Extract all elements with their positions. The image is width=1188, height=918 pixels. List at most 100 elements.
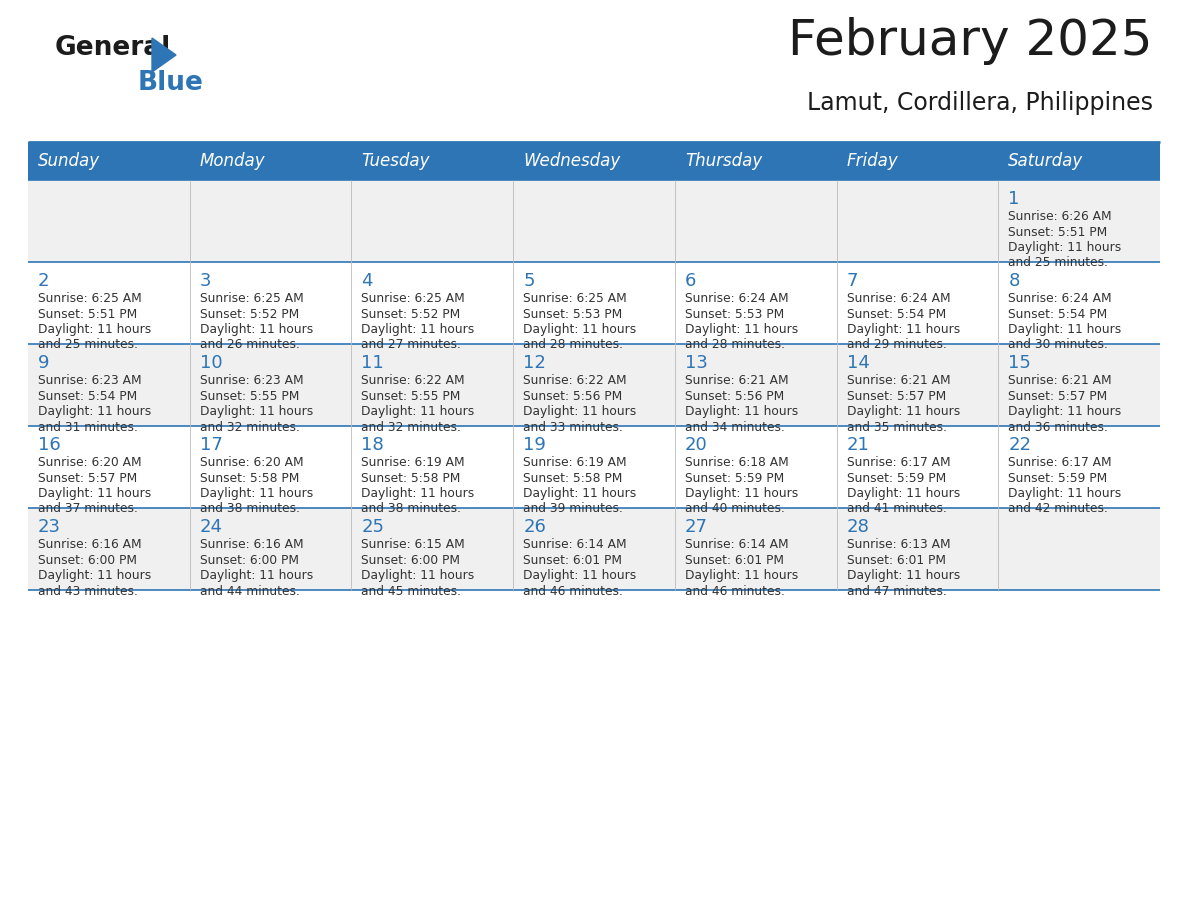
Text: and 45 minutes.: and 45 minutes. <box>361 585 461 598</box>
Text: Sunset: 5:58 PM: Sunset: 5:58 PM <box>361 472 461 485</box>
Text: and 31 minutes.: and 31 minutes. <box>38 420 138 433</box>
Text: 2: 2 <box>38 272 50 290</box>
Bar <box>836 142 998 180</box>
Text: 23: 23 <box>38 518 61 536</box>
Text: Thursday: Thursday <box>684 152 763 170</box>
Text: 25: 25 <box>361 518 385 536</box>
Text: and 46 minutes.: and 46 minutes. <box>523 585 623 598</box>
Text: Daylight: 11 hours: Daylight: 11 hours <box>847 405 960 418</box>
Text: Sunrise: 6:21 AM: Sunrise: 6:21 AM <box>1009 374 1112 387</box>
Text: Sunrise: 6:19 AM: Sunrise: 6:19 AM <box>361 456 465 469</box>
Text: Sunset: 5:51 PM: Sunset: 5:51 PM <box>38 308 138 320</box>
Text: Sunset: 5:54 PM: Sunset: 5:54 PM <box>1009 308 1107 320</box>
Text: Daylight: 11 hours: Daylight: 11 hours <box>1009 405 1121 418</box>
Text: Sunrise: 6:25 AM: Sunrise: 6:25 AM <box>38 292 141 305</box>
Text: Daylight: 11 hours: Daylight: 11 hours <box>200 569 312 582</box>
Text: Sunrise: 6:16 AM: Sunrise: 6:16 AM <box>38 538 141 551</box>
Text: Sunset: 5:59 PM: Sunset: 5:59 PM <box>684 472 784 485</box>
Text: Daylight: 11 hours: Daylight: 11 hours <box>1009 323 1121 336</box>
Text: and 32 minutes.: and 32 minutes. <box>200 420 299 433</box>
Text: 19: 19 <box>523 436 546 454</box>
Text: 26: 26 <box>523 518 546 536</box>
Text: and 39 minutes.: and 39 minutes. <box>523 502 623 516</box>
Text: and 40 minutes.: and 40 minutes. <box>684 502 785 516</box>
Text: and 27 minutes.: and 27 minutes. <box>361 339 461 352</box>
Bar <box>190 142 352 180</box>
Text: Lamut, Cordillera, Philippines: Lamut, Cordillera, Philippines <box>807 91 1154 115</box>
Text: Daylight: 11 hours: Daylight: 11 hours <box>200 405 312 418</box>
Text: Sunset: 5:54 PM: Sunset: 5:54 PM <box>847 308 946 320</box>
Text: Sunrise: 6:16 AM: Sunrise: 6:16 AM <box>200 538 303 551</box>
Text: and 44 minutes.: and 44 minutes. <box>200 585 299 598</box>
Text: Sunset: 6:01 PM: Sunset: 6:01 PM <box>684 554 784 566</box>
Text: Daylight: 11 hours: Daylight: 11 hours <box>847 487 960 500</box>
Text: Daylight: 11 hours: Daylight: 11 hours <box>1009 487 1121 500</box>
Text: Daylight: 11 hours: Daylight: 11 hours <box>361 569 475 582</box>
Text: Daylight: 11 hours: Daylight: 11 hours <box>684 323 798 336</box>
Text: and 35 minutes.: and 35 minutes. <box>847 420 947 433</box>
Text: Daylight: 11 hours: Daylight: 11 hours <box>684 405 798 418</box>
Bar <box>29 344 1159 426</box>
Text: Daylight: 11 hours: Daylight: 11 hours <box>38 569 151 582</box>
Text: and 38 minutes.: and 38 minutes. <box>361 502 461 516</box>
Bar <box>29 426 1159 508</box>
Text: and 30 minutes.: and 30 minutes. <box>1009 339 1108 352</box>
Text: and 25 minutes.: and 25 minutes. <box>1009 256 1108 270</box>
Text: Sunrise: 6:17 AM: Sunrise: 6:17 AM <box>847 456 950 469</box>
Text: 13: 13 <box>684 354 708 372</box>
Bar <box>675 142 836 180</box>
Text: Daylight: 11 hours: Daylight: 11 hours <box>361 487 475 500</box>
Text: and 38 minutes.: and 38 minutes. <box>200 502 299 516</box>
Text: Sunset: 5:51 PM: Sunset: 5:51 PM <box>1009 226 1107 239</box>
Bar <box>29 262 1159 344</box>
Text: 14: 14 <box>847 354 870 372</box>
Text: Sunrise: 6:14 AM: Sunrise: 6:14 AM <box>523 538 627 551</box>
Text: and 28 minutes.: and 28 minutes. <box>684 339 785 352</box>
Text: Sunset: 6:01 PM: Sunset: 6:01 PM <box>847 554 946 566</box>
Text: and 43 minutes.: and 43 minutes. <box>38 585 138 598</box>
Bar <box>29 180 1159 262</box>
Text: Sunrise: 6:23 AM: Sunrise: 6:23 AM <box>200 374 303 387</box>
Text: 4: 4 <box>361 272 373 290</box>
Text: Daylight: 11 hours: Daylight: 11 hours <box>1009 241 1121 254</box>
Text: 17: 17 <box>200 436 222 454</box>
Text: Sunrise: 6:24 AM: Sunrise: 6:24 AM <box>1009 292 1112 305</box>
Text: Sunset: 5:57 PM: Sunset: 5:57 PM <box>38 472 138 485</box>
Text: Blue: Blue <box>138 70 204 96</box>
Text: Sunset: 5:58 PM: Sunset: 5:58 PM <box>523 472 623 485</box>
Text: 10: 10 <box>200 354 222 372</box>
Text: Sunset: 5:53 PM: Sunset: 5:53 PM <box>523 308 623 320</box>
Text: Sunset: 5:55 PM: Sunset: 5:55 PM <box>200 389 299 402</box>
Text: and 28 minutes.: and 28 minutes. <box>523 339 624 352</box>
Text: Sunset: 6:00 PM: Sunset: 6:00 PM <box>200 554 298 566</box>
Text: Sunday: Sunday <box>38 152 100 170</box>
Text: Sunrise: 6:24 AM: Sunrise: 6:24 AM <box>684 292 789 305</box>
Text: 9: 9 <box>38 354 50 372</box>
Text: and 42 minutes.: and 42 minutes. <box>1009 502 1108 516</box>
Text: Friday: Friday <box>847 152 898 170</box>
Text: Daylight: 11 hours: Daylight: 11 hours <box>684 569 798 582</box>
Text: Daylight: 11 hours: Daylight: 11 hours <box>200 323 312 336</box>
Text: 12: 12 <box>523 354 546 372</box>
Text: Daylight: 11 hours: Daylight: 11 hours <box>523 405 637 418</box>
Text: Daylight: 11 hours: Daylight: 11 hours <box>847 323 960 336</box>
Text: Sunset: 5:55 PM: Sunset: 5:55 PM <box>361 389 461 402</box>
Text: and 29 minutes.: and 29 minutes. <box>847 339 947 352</box>
Text: 5: 5 <box>523 272 535 290</box>
Text: Sunset: 6:00 PM: Sunset: 6:00 PM <box>361 554 461 566</box>
Text: Sunset: 5:52 PM: Sunset: 5:52 PM <box>361 308 461 320</box>
Text: Sunrise: 6:21 AM: Sunrise: 6:21 AM <box>847 374 950 387</box>
Text: Sunset: 5:59 PM: Sunset: 5:59 PM <box>847 472 946 485</box>
Text: and 32 minutes.: and 32 minutes. <box>361 420 461 433</box>
Text: 28: 28 <box>847 518 870 536</box>
Text: Sunrise: 6:25 AM: Sunrise: 6:25 AM <box>523 292 627 305</box>
Text: Sunrise: 6:25 AM: Sunrise: 6:25 AM <box>200 292 303 305</box>
Text: Wednesday: Wednesday <box>523 152 620 170</box>
Text: Sunset: 5:56 PM: Sunset: 5:56 PM <box>684 389 784 402</box>
Text: and 41 minutes.: and 41 minutes. <box>847 502 947 516</box>
Text: Daylight: 11 hours: Daylight: 11 hours <box>361 405 475 418</box>
Text: 27: 27 <box>684 518 708 536</box>
Bar <box>352 142 513 180</box>
Text: Sunrise: 6:25 AM: Sunrise: 6:25 AM <box>361 292 466 305</box>
Text: Sunrise: 6:15 AM: Sunrise: 6:15 AM <box>361 538 466 551</box>
